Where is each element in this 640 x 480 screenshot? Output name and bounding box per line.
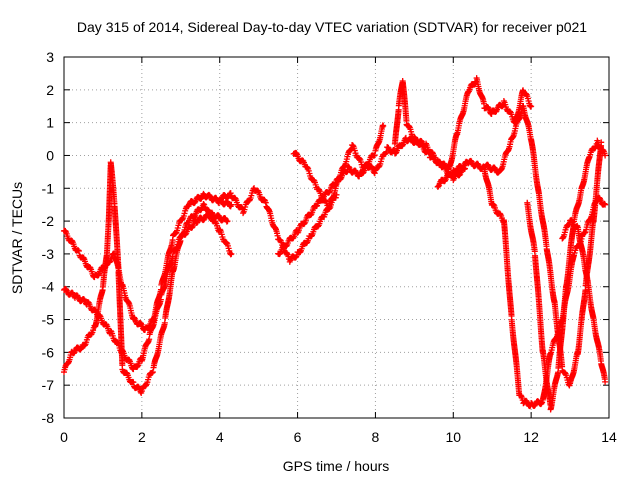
x-tick-label: 8 xyxy=(372,429,380,445)
y-tick-label: -5 xyxy=(42,312,55,328)
data-point xyxy=(149,369,156,376)
data-point xyxy=(581,229,588,236)
data-point xyxy=(224,218,231,225)
x-tick-label: 14 xyxy=(601,429,617,445)
data-point xyxy=(227,190,234,197)
data-point xyxy=(453,168,460,175)
x-tick-label: 4 xyxy=(216,429,224,445)
data-point xyxy=(223,239,230,246)
y-tick-label: -4 xyxy=(42,279,55,295)
data-point xyxy=(228,201,235,208)
data-series xyxy=(61,75,609,413)
data-point xyxy=(293,150,300,157)
data-point xyxy=(75,247,82,254)
data-point xyxy=(356,155,363,162)
x-tick-label: 6 xyxy=(294,429,302,445)
data-point xyxy=(137,320,144,327)
series-sat-k xyxy=(559,217,609,385)
data-point xyxy=(528,103,535,110)
y-tick-label: 1 xyxy=(46,115,54,131)
data-point xyxy=(174,225,181,232)
series-sat-g xyxy=(391,75,535,173)
data-point xyxy=(240,210,247,217)
y-tick-label: -8 xyxy=(42,410,55,426)
data-point xyxy=(490,201,497,208)
series-sat-f xyxy=(290,122,387,212)
data-point xyxy=(205,207,212,214)
series-sat-c xyxy=(61,159,231,397)
data-point xyxy=(200,200,207,207)
data-point xyxy=(602,152,609,159)
y-tick-label: 2 xyxy=(46,82,54,98)
series-sat-j xyxy=(524,137,609,413)
x-tick-label: 12 xyxy=(523,429,539,445)
data-point xyxy=(142,382,149,389)
data-point xyxy=(149,369,156,376)
y-tick-label: 3 xyxy=(46,49,54,65)
data-point xyxy=(304,164,311,171)
y-tick-label: 0 xyxy=(46,147,54,163)
y-tick-labels: -8 -7 -6 -5 -4 -3 -2 -1 0 1 2 3 xyxy=(42,49,55,426)
data-point xyxy=(179,216,186,223)
data-point xyxy=(356,173,363,180)
axis-ticks xyxy=(63,56,610,419)
data-point xyxy=(284,250,291,257)
series-sat-d xyxy=(216,185,340,265)
chart-title: Day 315 of 2014, Sidereal Day-to-day VTE… xyxy=(77,19,587,35)
data-point xyxy=(262,199,269,206)
grid xyxy=(64,57,609,418)
y-axis-label: SDTVAR / TECUs xyxy=(9,182,25,294)
x-tick-label: 2 xyxy=(138,429,146,445)
data-point xyxy=(382,150,389,157)
series-sat-b xyxy=(61,200,235,373)
data-point xyxy=(69,237,76,244)
data-point xyxy=(371,152,378,159)
data-point xyxy=(380,122,387,129)
x-axis-label: GPS time / hours xyxy=(283,458,390,474)
data-point xyxy=(228,250,235,257)
y-tick-label: -1 xyxy=(42,180,55,196)
data-point xyxy=(130,379,137,386)
y-tick-label: -6 xyxy=(42,344,55,360)
data-point xyxy=(399,142,406,149)
y-tick-label: -7 xyxy=(42,377,55,393)
data-point xyxy=(538,400,545,407)
x-tick-labels: 0 2 4 6 8 10 12 14 xyxy=(60,429,617,445)
data-point xyxy=(602,378,609,385)
y-tick-label: -2 xyxy=(42,213,55,229)
y-tick-label: -3 xyxy=(42,246,55,262)
x-tick-label: 10 xyxy=(445,429,461,445)
data-point xyxy=(75,247,82,254)
data-point xyxy=(283,243,290,250)
data-point xyxy=(297,249,304,256)
data-point xyxy=(602,201,609,208)
plot-frame xyxy=(63,56,610,419)
data-point xyxy=(81,342,88,349)
x-tick-label: 0 xyxy=(60,429,68,445)
